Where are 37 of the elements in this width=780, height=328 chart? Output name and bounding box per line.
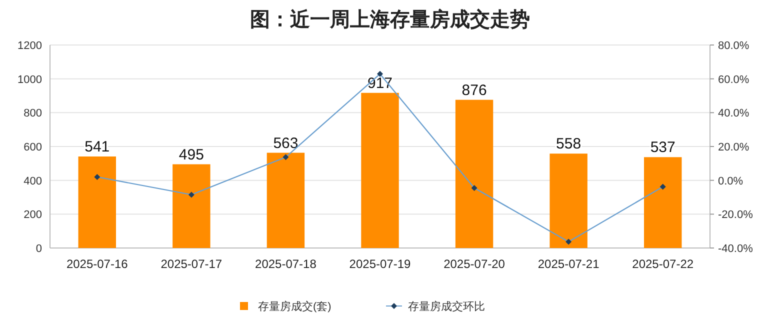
data-label: 495 [178,146,204,164]
data-label: 541 [84,138,110,156]
legend-label: 存量房成交环比 [408,300,485,313]
data-label: 558 [556,136,582,153]
x-tick-label: 2025-07-16 [66,257,128,271]
y2-tick-label: 0.0% [718,175,744,188]
y2-tick-label: 20.0% [718,142,750,154]
y-tick-label: 0 [36,243,42,255]
data-label: 876 [462,82,487,99]
y2-tick-label: 80.0% [718,40,750,52]
y2-tick-label: 40.0% [718,108,750,120]
x-tick-label: 2025-07-21 [538,257,600,271]
y-tick-label: 600 [24,142,42,154]
y-tick-label: 400 [24,175,42,188]
bar [172,164,210,248]
y-tick-label: 1200 [18,40,42,52]
y-tick-label: 800 [24,108,42,120]
x-tick-label: 2025-07-20 [444,257,506,271]
chart-title: 图：近一周上海存量房成交走势 [250,8,530,31]
legend-label: 存量房成交(套) [258,300,332,313]
y-tick-label: 200 [24,209,42,222]
y-tick-label: 1000 [18,74,42,86]
y2-tick-label: 60.0% [718,74,750,86]
bar [361,92,399,248]
x-tick-label: 2025-07-18 [255,257,317,271]
y2-tick-label: -40.0% [718,243,754,255]
x-tick-label: 2025-07-19 [349,257,412,271]
bar [644,157,682,248]
x-tick-label: 2025-07-17 [160,257,222,271]
data-label: 537 [650,139,676,156]
y2-tick-label: -20.0% [718,209,754,222]
bar [455,100,494,248]
bar [78,156,116,248]
bar [266,152,305,248]
bar [550,154,588,248]
data-label: 563 [273,134,298,152]
x-tick-label: 2025-07-22 [632,257,694,271]
